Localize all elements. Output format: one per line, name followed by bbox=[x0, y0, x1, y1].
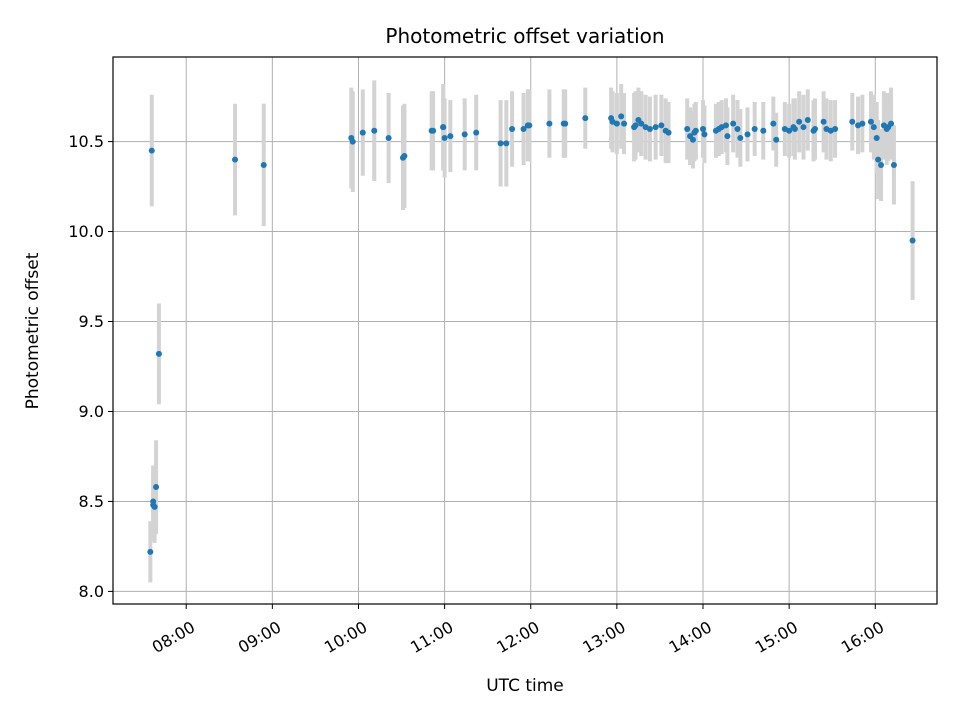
data-point bbox=[700, 125, 707, 132]
data-point bbox=[371, 127, 378, 134]
x-tick-label: 16:00 bbox=[838, 617, 887, 657]
data-point bbox=[638, 120, 645, 127]
data-point bbox=[618, 113, 625, 120]
data-point bbox=[791, 125, 798, 132]
y-tick-label: 9.5 bbox=[79, 312, 104, 331]
data-point bbox=[621, 120, 628, 127]
data-point bbox=[147, 548, 154, 555]
data-point bbox=[155, 350, 162, 357]
data-point bbox=[692, 127, 699, 134]
data-point bbox=[546, 120, 553, 127]
data-point bbox=[652, 124, 659, 131]
data-point bbox=[461, 131, 468, 138]
data-point bbox=[503, 140, 510, 147]
x-tick-label: 08:00 bbox=[149, 617, 198, 657]
data-point bbox=[867, 118, 874, 125]
data-point bbox=[888, 120, 895, 127]
data-point bbox=[875, 156, 882, 163]
data-point bbox=[509, 125, 516, 132]
y-tick-label: 9.0 bbox=[79, 402, 104, 421]
data-point bbox=[786, 127, 793, 134]
x-tick-label: 15:00 bbox=[752, 617, 801, 657]
data-point bbox=[724, 133, 731, 140]
data-point bbox=[526, 122, 533, 129]
data-point bbox=[734, 125, 741, 132]
data-point bbox=[473, 129, 480, 136]
data-point bbox=[909, 237, 916, 244]
data-point bbox=[349, 138, 356, 145]
data-point bbox=[737, 134, 744, 141]
x-tick-label: 12:00 bbox=[493, 617, 542, 657]
data-point bbox=[148, 147, 155, 154]
data-point bbox=[832, 125, 839, 132]
data-point bbox=[260, 161, 267, 168]
data-point bbox=[730, 120, 737, 127]
data-point bbox=[751, 125, 758, 132]
data-point bbox=[870, 124, 877, 131]
data-point bbox=[800, 124, 807, 131]
data-point bbox=[520, 125, 527, 132]
data-point bbox=[770, 120, 777, 127]
data-point bbox=[613, 120, 620, 127]
x-tick-label: 09:00 bbox=[235, 617, 284, 657]
data-point bbox=[722, 122, 729, 129]
data-point bbox=[658, 122, 665, 129]
y-tick-label: 8.0 bbox=[79, 582, 104, 601]
data-point bbox=[385, 134, 392, 141]
data-point bbox=[689, 136, 696, 143]
y-tick-label: 10.5 bbox=[68, 132, 104, 151]
data-point bbox=[632, 122, 639, 129]
data-point bbox=[562, 120, 569, 127]
data-point bbox=[890, 161, 897, 168]
y-tick-label: 10.0 bbox=[68, 222, 104, 241]
y-axis-title: Photometric offset bbox=[23, 252, 43, 409]
data-point bbox=[811, 125, 818, 132]
data-point bbox=[760, 127, 767, 134]
x-axis-title: UTC time bbox=[486, 676, 564, 696]
data-point bbox=[684, 125, 691, 132]
data-point bbox=[796, 118, 803, 125]
data-point bbox=[232, 156, 239, 163]
data-point bbox=[873, 134, 880, 141]
y-tick-label: 8.5 bbox=[79, 492, 104, 511]
data-point bbox=[153, 484, 160, 491]
data-point bbox=[441, 134, 448, 141]
data-point bbox=[804, 116, 811, 123]
data-point bbox=[430, 127, 437, 134]
data-point bbox=[859, 120, 866, 127]
x-tick-label: 10:00 bbox=[321, 617, 370, 657]
data-point bbox=[849, 118, 856, 125]
x-axis-ticks: 08:00 09:00 10:00 11:00 12:00 13:00 14:00 15:00… bbox=[149, 604, 887, 657]
data-point bbox=[497, 140, 504, 147]
data-point bbox=[646, 125, 653, 132]
data-point bbox=[773, 136, 780, 143]
data-point bbox=[820, 118, 827, 125]
data-points bbox=[147, 113, 916, 555]
data-point bbox=[359, 129, 366, 136]
chart-title: Photometric offset variation bbox=[385, 24, 664, 48]
data-point bbox=[878, 161, 885, 168]
x-tick-label: 11:00 bbox=[407, 617, 456, 657]
x-tick-label: 14:00 bbox=[666, 617, 715, 657]
data-point bbox=[701, 131, 708, 138]
data-point bbox=[665, 129, 672, 136]
y-axis-ticks: 8.0 8.5 9.0 9.5 10.0 10.5 bbox=[68, 132, 113, 601]
data-point bbox=[151, 503, 158, 510]
data-point bbox=[582, 115, 589, 122]
data-point bbox=[744, 131, 751, 138]
plot-frame bbox=[112, 56, 938, 605]
data-point bbox=[447, 133, 454, 140]
x-tick-label: 13:00 bbox=[579, 617, 628, 657]
data-point bbox=[401, 152, 408, 159]
data-point bbox=[440, 124, 447, 131]
